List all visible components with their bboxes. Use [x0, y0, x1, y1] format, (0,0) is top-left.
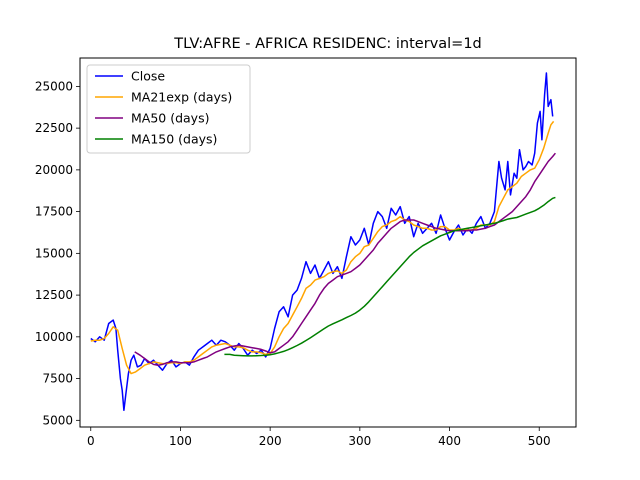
y-tick-label: 17500 [35, 205, 73, 219]
y-tick-label: 7500 [42, 372, 73, 386]
legend: Close MA21exp (days) MA50 (days) MA150 (day… [86, 64, 251, 154]
y-tick-label: 22500 [35, 121, 73, 135]
y-tick-label: 20000 [35, 163, 73, 177]
x-tick-label: 400 [438, 434, 461, 448]
series-line-3 [224, 196, 556, 357]
x-tick-label: 500 [528, 434, 551, 448]
x-tick-label: 100 [169, 434, 192, 448]
plot-frame [79, 57, 577, 428]
x-axis: 0 100 200 300 400 500 [87, 427, 551, 448]
legend-label: MA21exp (days) [131, 90, 232, 105]
y-tick-label: 25000 [35, 79, 73, 93]
x-tick-label: 300 [348, 434, 371, 448]
series-layer [90, 72, 556, 412]
y-tick-label: 10000 [35, 330, 73, 344]
legend-label: MA50 (days) [131, 111, 209, 126]
y-axis: 5000 7500 10000 12500 15000 17500 20000 22500 25… [35, 79, 80, 427]
y-tick-label: 12500 [35, 288, 73, 302]
chart-title: TLV:AFRE - AFRICA RESIDENC: interval=1d [173, 36, 482, 52]
legend-label: Close [131, 69, 165, 84]
series-line-2 [134, 152, 556, 366]
y-tick-label: 5000 [42, 413, 73, 427]
y-tick-label: 15000 [35, 246, 73, 260]
x-tick-label: 0 [87, 434, 95, 448]
legend-box [86, 64, 251, 154]
x-tick-label: 200 [259, 434, 282, 448]
legend-label: MA150 (days) [131, 132, 217, 147]
